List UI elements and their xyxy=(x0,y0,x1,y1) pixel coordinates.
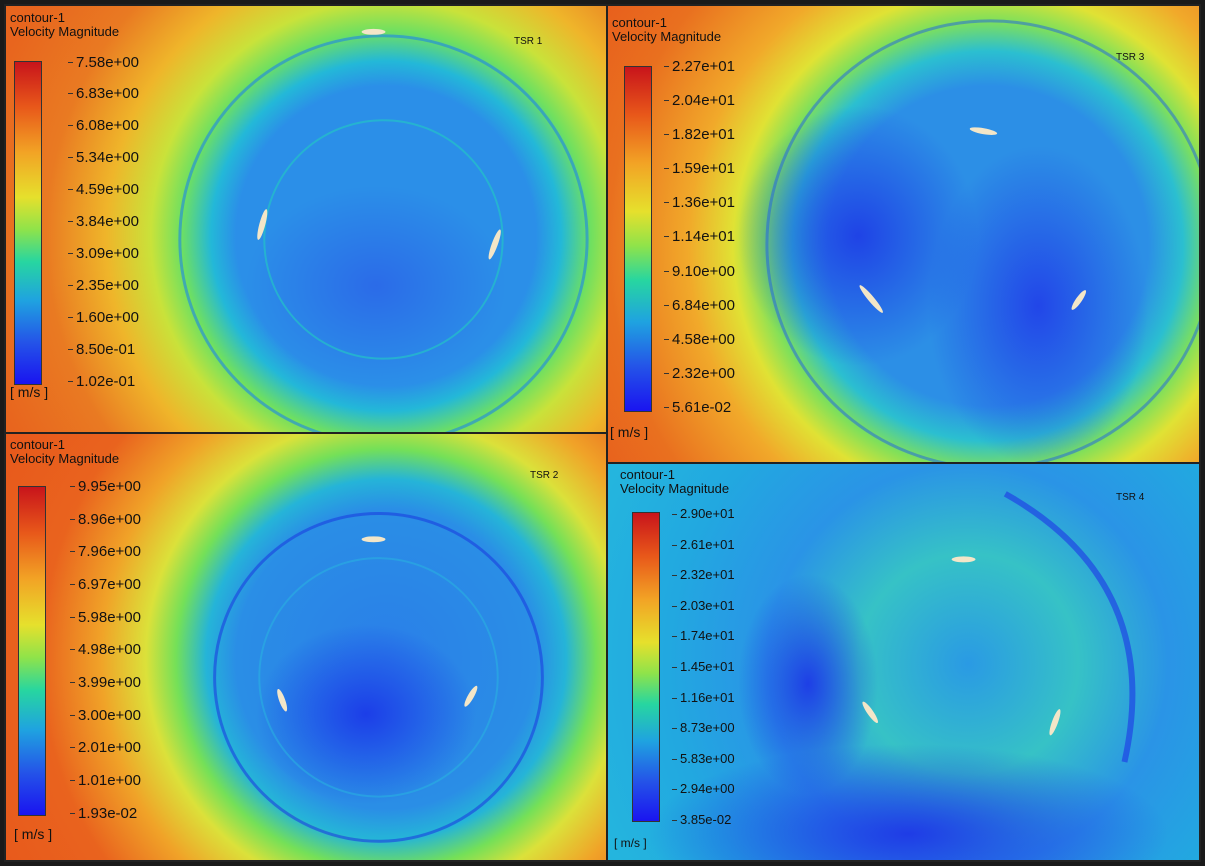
quantity-label: Velocity Magnitude xyxy=(10,451,120,466)
colorbar-tick: 5.34e+00 xyxy=(68,149,139,166)
colorbar-tick: 2.90e+01 xyxy=(672,506,735,521)
blade-left xyxy=(277,688,288,712)
contour-name: contour-1 xyxy=(612,15,667,30)
contour-title: contour-1 Velocity Magnitude xyxy=(10,438,119,466)
colorbar-tick: 2.04e+01 xyxy=(664,92,735,109)
tsr-label: TSR 4 xyxy=(1116,492,1145,503)
contour-panel-tsr1: contour-1 Velocity Magnitude TSR 1 7.58e… xyxy=(4,4,608,434)
colorbar-tick: 7.96e+00 xyxy=(70,543,141,560)
colorbar-tick: 2.32e+00 xyxy=(664,365,735,382)
colorbar-tick: 2.61e+01 xyxy=(672,537,735,552)
colorbar-tick: 1.74e+01 xyxy=(672,628,735,643)
contour-panel-tsr3: contour-1 Velocity Magnitude TSR 3 2.27e… xyxy=(606,4,1201,464)
colorbar-tick: 2.27e+01 xyxy=(664,58,735,75)
colorbar-tick: 1.60e+00 xyxy=(68,309,139,326)
tsr-label: TSR 1 xyxy=(514,36,543,47)
blade-right xyxy=(464,685,478,707)
contour-title: contour-1 Velocity Magnitude xyxy=(10,11,119,39)
colorbar-tick: 1.02e-01 xyxy=(67,373,136,390)
colorbar-tick: 1.14e+01 xyxy=(664,228,735,245)
colorbar-tick: 6.08e+00 xyxy=(68,117,139,134)
colorbar-tick: 8.73e+00 xyxy=(672,720,735,735)
contour-title: contour-1 Velocity Magnitude xyxy=(620,468,729,496)
colorbar-tick: 9.10e+00 xyxy=(664,263,735,280)
contour-name: contour-1 xyxy=(10,10,65,25)
turbine-blades xyxy=(765,19,1199,462)
colorbar-tick: 3.84e+00 xyxy=(68,213,139,230)
tsr-label: TSR 2 xyxy=(530,470,559,481)
contour-title: contour-1 Velocity Magnitude xyxy=(612,16,721,44)
colorbar xyxy=(632,512,660,822)
unit-label: [ m/s ] xyxy=(614,836,647,850)
blade-right xyxy=(1071,290,1087,310)
colorbar-tick: 1.93e-02 xyxy=(69,805,138,822)
colorbar-tick: 1.01e+00 xyxy=(70,772,141,789)
colorbar-tick: 7.58e+00 xyxy=(68,54,139,71)
quantity-label: Velocity Magnitude xyxy=(10,24,120,39)
colorbar-tick: 4.58e+00 xyxy=(664,331,735,348)
colorbar-tick: 3.09e+00 xyxy=(68,245,139,262)
colorbar-tick: 2.94e+00 xyxy=(672,781,735,796)
blade-right xyxy=(1049,709,1061,736)
colorbar-tick: 3.85e-02 xyxy=(671,812,732,827)
colorbar-tick: 1.59e+01 xyxy=(664,160,735,177)
unit-label: [ m/s ] xyxy=(610,424,649,440)
quantity-label: Velocity Magnitude xyxy=(612,29,722,44)
contour-name: contour-1 xyxy=(10,437,65,452)
colorbar-tick: 8.96e+00 xyxy=(70,511,141,528)
colorbar-tick: 1.82e+01 xyxy=(664,126,735,143)
colorbar-tick: 6.84e+00 xyxy=(664,297,735,314)
velocity-field xyxy=(6,434,606,860)
colorbar-tick: 6.83e+00 xyxy=(68,85,139,102)
colorbar xyxy=(18,486,46,816)
blade-top xyxy=(361,536,386,543)
velocity-field xyxy=(608,464,1199,860)
colorbar-tick: 4.98e+00 xyxy=(70,641,141,658)
blade-top xyxy=(969,127,998,135)
blade-left xyxy=(862,701,879,724)
colorbar-tick: 1.16e+01 xyxy=(672,690,735,705)
colorbar-tick: 3.99e+00 xyxy=(70,674,141,691)
blade-top xyxy=(951,556,976,563)
turbine-blades xyxy=(213,511,544,843)
colorbar-tick: 5.98e+00 xyxy=(70,609,141,626)
tsr-label: TSR 3 xyxy=(1116,52,1145,63)
colorbar-tick: 3.00e+00 xyxy=(70,707,141,724)
colorbar-tick: 8.50e-01 xyxy=(67,341,136,358)
blade-left xyxy=(859,285,883,313)
contour-panel-tsr2: contour-1 Velocity Magnitude TSR 2 9.95e… xyxy=(4,432,608,862)
colorbar-tick: 5.61e-02 xyxy=(663,399,732,416)
quantity-label: Velocity Magnitude xyxy=(620,481,730,496)
colorbar-tick: 5.83e+00 xyxy=(672,751,735,766)
turbine-blades xyxy=(178,28,589,432)
colorbar-tick: 1.36e+01 xyxy=(664,194,735,211)
contour-name: contour-1 xyxy=(620,467,675,482)
colorbar-tick: 2.03e+01 xyxy=(672,598,735,613)
colorbar-tick: 2.32e+01 xyxy=(672,567,735,582)
colorbar-tick: 2.35e+00 xyxy=(68,277,139,294)
blade-left xyxy=(257,209,268,240)
colorbar-tick: 2.01e+00 xyxy=(70,739,141,756)
blade-right xyxy=(488,229,501,260)
contour-panel-tsr4: contour-1 Velocity Magnitude TSR 4 2.90e… xyxy=(606,462,1201,862)
colorbar-tick: 1.45e+01 xyxy=(672,659,735,674)
colorbar xyxy=(14,61,42,385)
colorbar xyxy=(624,66,652,412)
turbine-blades xyxy=(862,491,1136,763)
colorbar-tick: 4.59e+00 xyxy=(68,181,139,198)
colorbar-tick: 9.95e+00 xyxy=(70,478,141,495)
unit-label: [ m/s ] xyxy=(10,384,49,400)
colorbar-tick: 6.97e+00 xyxy=(70,576,141,593)
blade-top xyxy=(361,28,386,35)
unit-label: [ m/s ] xyxy=(14,826,53,842)
velocity-field xyxy=(608,6,1199,462)
